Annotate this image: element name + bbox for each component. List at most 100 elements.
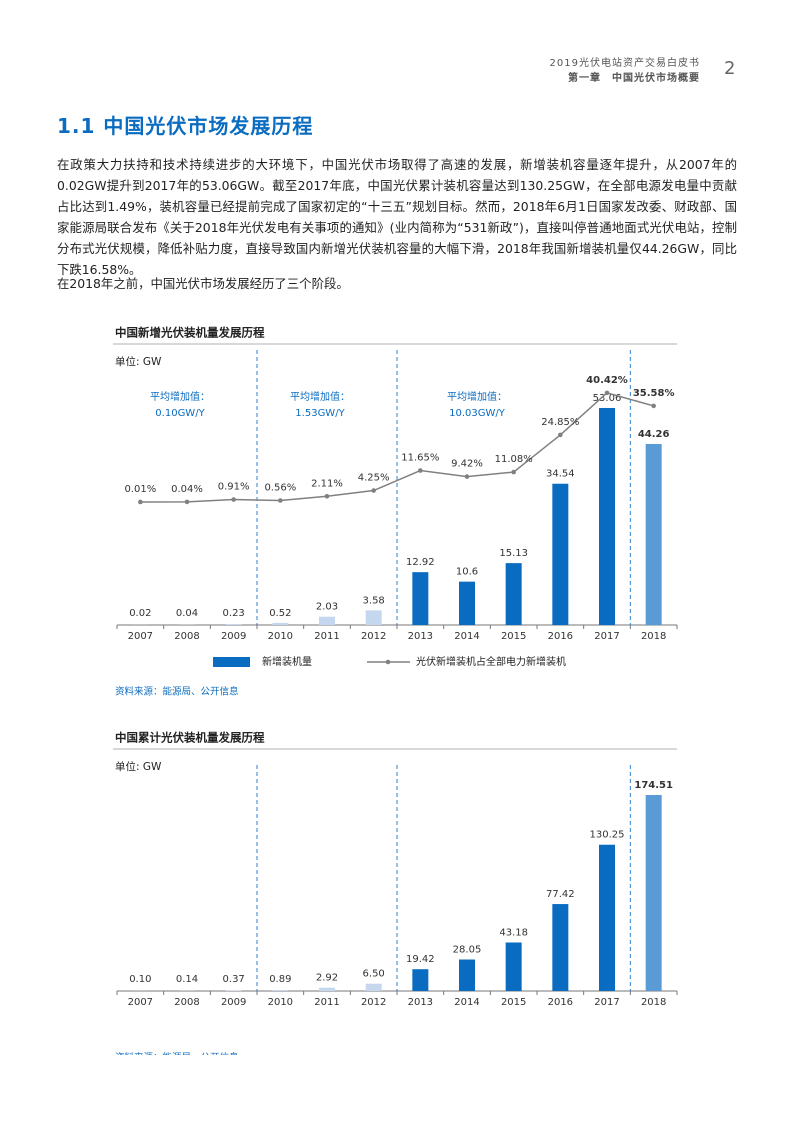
line-value-label: 0.91% — [218, 482, 250, 493]
legend-marker — [385, 659, 391, 665]
bar-value-label: 0.23 — [223, 608, 245, 619]
legend-label: 光伏新增装机占全部电力新增装机 — [416, 655, 566, 668]
x-tick-label: 2017 — [594, 997, 619, 1008]
bar — [272, 990, 289, 991]
bar-value-label: 2.03 — [316, 602, 338, 613]
bar-value-label: 6.50 — [363, 969, 385, 980]
line-point — [511, 469, 516, 475]
line-point — [371, 488, 376, 493]
bar-value-label: 174.51 — [634, 780, 673, 791]
header-book: 2019光伏电站资产交易白皮书 — [549, 58, 700, 69]
bar — [505, 942, 522, 991]
bar-value-label: 0.02 — [129, 608, 151, 619]
bar — [319, 616, 335, 625]
bar-value-label: 44.26 — [638, 429, 670, 440]
line-value-label: 24.85% — [541, 417, 579, 428]
bar — [365, 983, 382, 991]
x-tick-label: 2016 — [548, 631, 573, 642]
bar — [319, 987, 335, 991]
annotation-label: 平均增加值： — [150, 390, 210, 403]
bar-value-label: 12.92 — [406, 557, 435, 568]
x-tick-label: 2016 — [548, 997, 573, 1008]
bar-value-label: 2.92 — [316, 973, 338, 984]
line-point — [324, 494, 330, 499]
paragraph: 在2018年之前，中国光伏市场发展经历了三个阶段。 — [57, 276, 349, 291]
bar-value-label: 0.89 — [269, 974, 291, 985]
line-point — [464, 474, 470, 479]
annotation-label: 平均增加值： — [447, 390, 507, 403]
x-tick-label: 2011 — [314, 997, 339, 1008]
bar — [272, 622, 289, 625]
line-point — [138, 499, 143, 505]
x-tick-label: 2014 — [454, 997, 479, 1008]
x-tick-label: 2018 — [641, 997, 666, 1008]
line-value-label: 4.25% — [358, 473, 390, 484]
chart-title: 中国累计光伏装机量发展历程 — [115, 731, 265, 745]
bar-value-label: 53.06 — [593, 393, 622, 404]
bar-value-label: 15.13 — [499, 548, 528, 559]
x-tick-label: 2015 — [501, 997, 526, 1008]
line-value-label: 0.01% — [124, 484, 156, 495]
x-tick-label: 2013 — [408, 997, 433, 1008]
bar — [645, 795, 662, 991]
section-title: 1.1 中国光伏市场发展历程 — [57, 114, 314, 138]
bar — [412, 969, 429, 991]
x-tick-label: 2010 — [268, 631, 293, 642]
bar — [552, 904, 569, 991]
bar-value-label: 0.52 — [269, 608, 291, 619]
line-value-label: 40.42% — [586, 375, 628, 386]
line-value-label: 35.58% — [633, 388, 675, 399]
line-point — [184, 499, 190, 505]
page-number: 2 — [724, 58, 736, 79]
bar-value-label: 0.04 — [176, 608, 198, 619]
legend-swatch — [213, 657, 250, 667]
source: 资料来源：能源局、公开信息 — [115, 1052, 239, 1056]
x-tick-label: 2007 — [128, 997, 153, 1008]
x-tick-label: 2012 — [361, 631, 386, 642]
bar — [459, 959, 475, 991]
unit-label: 单位: GW — [115, 355, 162, 368]
line-value-label: 11.08% — [495, 454, 533, 465]
x-tick-label: 2007 — [128, 631, 153, 642]
x-tick-label: 2017 — [594, 631, 619, 642]
bar-value-label: 0.10 — [129, 974, 151, 985]
annotation-value: 0.10GW/Y — [155, 408, 205, 419]
line-value-label: 11.65% — [401, 453, 439, 464]
bar-value-label: 28.05 — [453, 944, 482, 955]
unit-label: 单位: GW — [115, 760, 162, 773]
chart-title: 中国新增光伏装机量发展历程 — [115, 326, 265, 340]
bar — [365, 610, 382, 625]
bar-value-label: 3.58 — [363, 595, 385, 606]
bar — [552, 483, 569, 625]
bar-value-label: 0.37 — [223, 974, 245, 985]
bar-value-label: 130.25 — [590, 830, 625, 841]
annotation-value: 1.53GW/Y — [295, 408, 345, 419]
bar — [225, 624, 242, 625]
header-chapter: 第一章 中国光伏市场概要 — [568, 73, 700, 84]
x-tick-label: 2009 — [221, 997, 246, 1008]
bar — [459, 581, 475, 625]
paragraph: 在政策大力扶持和技术持续进步的大环境下，中国光伏市场取得了高速的发展，新增装机容… — [57, 157, 737, 277]
bar-value-label: 0.14 — [176, 974, 198, 985]
x-tick-label: 2011 — [314, 631, 339, 642]
x-tick-label: 2009 — [221, 631, 246, 642]
x-tick-label: 2012 — [361, 997, 386, 1008]
line-value-label: 0.04% — [171, 484, 203, 495]
source: 资料来源：能源局、公开信息 — [115, 686, 239, 698]
x-tick-label: 2015 — [501, 631, 526, 642]
bar — [412, 572, 429, 625]
bar — [599, 844, 615, 991]
legend-label: 新增装机量 — [262, 655, 312, 668]
x-tick-label: 2018 — [641, 631, 666, 642]
annotation-value: 10.03GW/Y — [449, 408, 506, 419]
line-series — [140, 392, 654, 503]
bar-value-label: 77.42 — [546, 889, 575, 900]
line-point — [418, 468, 423, 473]
bar-value-label: 43.18 — [499, 928, 528, 939]
x-tick-label: 2008 — [174, 997, 199, 1008]
bar-value-label: 34.54 — [546, 469, 575, 480]
line-value-label: 0.56% — [264, 482, 296, 493]
line-point — [604, 390, 610, 396]
